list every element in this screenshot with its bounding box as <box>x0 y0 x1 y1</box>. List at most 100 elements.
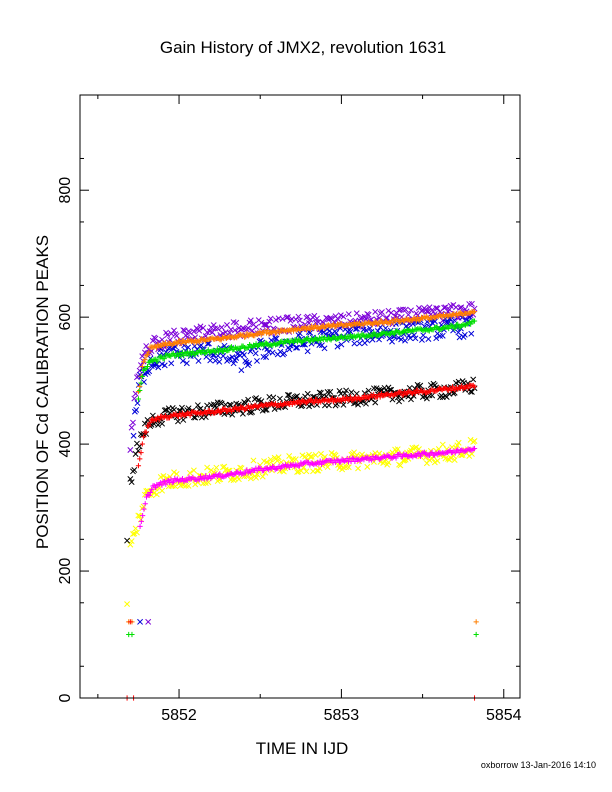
data-point <box>141 379 147 385</box>
data-point <box>451 457 458 463</box>
data-point <box>178 341 184 347</box>
data-point <box>273 316 279 323</box>
data-point <box>402 306 409 313</box>
data-point <box>471 445 478 452</box>
data-point <box>228 344 235 350</box>
data-point <box>338 398 344 404</box>
data-point <box>347 328 354 335</box>
data-point <box>312 452 319 458</box>
data-point <box>137 523 143 529</box>
data-point <box>272 335 279 342</box>
data-point <box>391 331 397 337</box>
data-point <box>185 344 192 351</box>
data-point <box>149 486 155 493</box>
data-point <box>238 465 245 472</box>
y-tick-label: 600 <box>57 304 74 331</box>
data-point <box>354 325 360 332</box>
data-point <box>348 389 355 396</box>
data-point <box>307 453 314 460</box>
data-point <box>171 469 177 476</box>
data-point <box>252 350 259 357</box>
data-point <box>468 300 475 307</box>
data-point <box>226 347 232 353</box>
data-point <box>442 304 449 311</box>
data-point <box>318 337 324 343</box>
x-tick-label: 5854 <box>486 707 522 724</box>
data-point <box>253 324 260 330</box>
data-point <box>429 392 436 399</box>
data-point <box>128 424 135 431</box>
data-point <box>286 346 293 353</box>
data-point <box>451 317 458 324</box>
data-point <box>146 368 153 375</box>
data-point <box>465 385 471 391</box>
data-point <box>365 387 372 394</box>
data-point <box>431 318 438 325</box>
data-point <box>141 506 147 512</box>
data-point <box>139 353 146 360</box>
data-point <box>246 360 253 367</box>
data-point <box>363 327 370 334</box>
data-point <box>258 319 265 326</box>
data-point <box>457 304 463 311</box>
data-point <box>236 407 242 413</box>
y-tick-label: 0 <box>57 693 74 702</box>
data-point <box>159 336 166 343</box>
data-point <box>253 395 260 402</box>
data-point <box>180 327 187 334</box>
data-point <box>185 482 192 489</box>
data-point <box>468 451 475 457</box>
data-point <box>290 328 297 334</box>
data-point <box>408 396 414 403</box>
data-point <box>266 318 273 325</box>
data-point <box>407 335 414 342</box>
data-point <box>216 358 223 365</box>
data-point <box>195 358 202 364</box>
series-3 <box>135 308 478 395</box>
data-point <box>306 320 313 327</box>
data-point <box>267 341 273 348</box>
data-point <box>151 344 157 350</box>
data-point <box>131 467 138 473</box>
data-point <box>154 361 160 368</box>
data-point <box>222 405 228 412</box>
data-point <box>214 325 221 332</box>
data-point <box>388 309 395 316</box>
data-point <box>389 338 396 345</box>
data-point <box>253 474 260 481</box>
series-7 <box>127 436 478 548</box>
data-point <box>274 457 281 464</box>
data-point <box>136 443 143 450</box>
data-point <box>276 395 283 402</box>
data-point <box>345 464 352 471</box>
data-point <box>393 455 399 461</box>
data-point <box>307 326 313 332</box>
data-point <box>413 318 419 324</box>
data-point <box>124 601 131 608</box>
data-point <box>137 456 143 462</box>
data-point <box>183 360 190 367</box>
data-layer <box>124 300 479 701</box>
data-point <box>351 400 358 407</box>
data-point <box>257 328 263 334</box>
data-point <box>425 336 432 342</box>
data-point <box>212 357 219 364</box>
data-point <box>369 457 375 463</box>
data-point <box>233 355 240 361</box>
data-point <box>143 343 150 349</box>
data-point <box>439 332 446 339</box>
data-point <box>130 531 136 537</box>
data-point <box>369 336 376 343</box>
data-point <box>143 429 149 435</box>
data-point <box>455 321 461 327</box>
data-point <box>161 356 167 362</box>
data-point <box>124 537 131 544</box>
data-point <box>250 457 257 464</box>
data-point <box>263 406 270 413</box>
data-point <box>446 325 452 332</box>
data-point <box>139 373 145 380</box>
data-point <box>247 317 254 324</box>
data-point <box>365 311 372 318</box>
data-point <box>353 394 359 400</box>
data-point <box>394 446 401 453</box>
